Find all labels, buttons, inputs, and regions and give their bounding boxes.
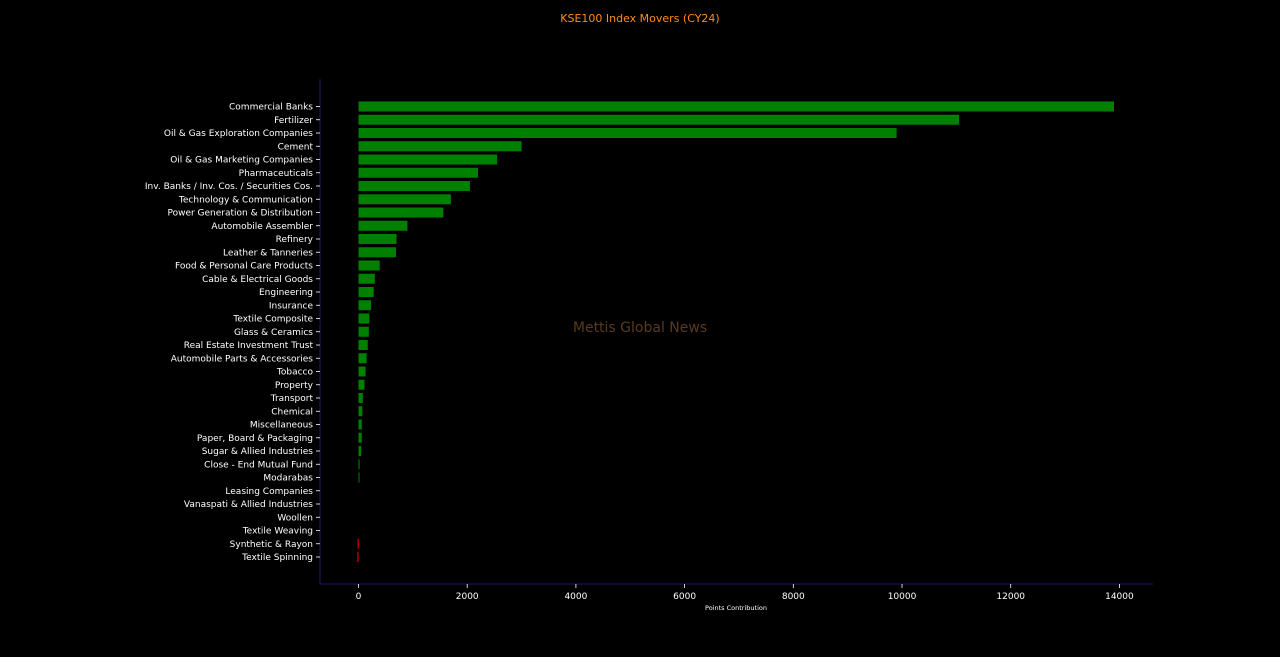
- category-label: Automobile Assembler: [211, 222, 313, 232]
- bar: [358, 101, 1114, 112]
- category-label: Leather & Tanneries: [223, 248, 313, 258]
- bar: [358, 247, 397, 258]
- category-label: Close - End Mutual Fund: [204, 460, 313, 470]
- category-label: Refinery: [276, 235, 314, 245]
- x-tick-label: 14000: [1105, 592, 1134, 602]
- bar: [357, 538, 359, 549]
- bar: [358, 340, 368, 350]
- bar: [358, 154, 498, 165]
- bar: [358, 207, 444, 218]
- category-label: Textile Spinning: [241, 553, 313, 563]
- bar: [358, 379, 365, 390]
- x-tick-label: 8000: [782, 592, 805, 602]
- category-label: Inv. Banks / Inv. Cos. / Securities Cos.: [145, 182, 313, 192]
- x-tick-label: 6000: [673, 592, 696, 602]
- category-label: Cable & Electrical Goods: [202, 275, 313, 285]
- bar: [358, 167, 479, 178]
- category-label: Leasing Companies: [225, 487, 313, 497]
- bar: [358, 220, 408, 231]
- category-label: Textile Composite: [232, 315, 313, 325]
- category-label: Power Generation & Distribution: [167, 209, 313, 219]
- category-label: Property: [275, 381, 314, 391]
- x-tick-label: 4000: [564, 592, 587, 602]
- category-label: Pharmaceuticals: [239, 169, 314, 179]
- bar: [358, 472, 360, 483]
- bar: [358, 300, 372, 311]
- x-tick-label: 10000: [888, 592, 917, 602]
- bar: [358, 114, 960, 125]
- category-labels: Commercial Banks Fertilizer Oil & Gas Expl…: [145, 103, 314, 564]
- bar: [358, 459, 360, 470]
- category-label: Fertilizer: [274, 116, 313, 126]
- category-label: Modarabas: [263, 474, 313, 484]
- bar: [358, 406, 363, 417]
- bar: [358, 353, 367, 364]
- category-label: Tobacco: [276, 368, 314, 378]
- category-label: Glass & Ceramics: [234, 328, 313, 338]
- bar: [358, 181, 470, 191]
- category-label: Textile Weaving: [242, 527, 313, 537]
- category-label: Woollen: [277, 513, 313, 523]
- bar: [358, 260, 380, 271]
- category-label: Oil & Gas Marketing Companies: [170, 156, 313, 166]
- category-label: Sugar & Allied Industries: [202, 447, 314, 457]
- category-label: Oil & Gas Exploration Companies: [164, 129, 313, 139]
- category-label: Engineering: [259, 288, 313, 298]
- bar: [358, 419, 362, 430]
- bar: [358, 393, 363, 403]
- chart-title: KSE100 Index Movers (CY24): [560, 12, 719, 25]
- bar: [358, 366, 366, 377]
- category-label: Cement: [278, 142, 314, 152]
- bar: [358, 194, 451, 205]
- bar: [358, 273, 375, 284]
- watermark: Mettis Global News: [573, 320, 707, 336]
- x-tick-label: 0: [356, 592, 362, 602]
- x-tick-label: 12000: [996, 592, 1025, 602]
- category-label: Commercial Banks: [229, 103, 313, 113]
- bar: [358, 446, 362, 456]
- bar: [358, 128, 897, 138]
- category-label: Real Estate Investment Trust: [184, 341, 314, 351]
- category-label: Chemical: [271, 407, 313, 417]
- category-label: Technology & Communication: [178, 195, 313, 205]
- category-label: Automobile Parts & Accessories: [171, 354, 314, 364]
- axes: 0 2000 4000 6000 8000 10000 12000 14000: [316, 79, 1153, 602]
- category-label: Vanaspati & Allied Industries: [184, 500, 313, 510]
- x-axis-title: Points Contribution: [705, 604, 767, 612]
- bar: [358, 141, 522, 152]
- category-label: Transport: [270, 394, 314, 404]
- bar: [358, 287, 374, 297]
- bar: [358, 432, 362, 443]
- category-label: Miscellaneous: [250, 421, 313, 431]
- bars-layer: [357, 101, 1114, 562]
- category-label: Insurance: [269, 301, 314, 311]
- bar: [357, 552, 359, 562]
- x-tick-label: 2000: [456, 592, 479, 602]
- category-label: Food & Personal Care Products: [175, 262, 313, 272]
- bar: [358, 326, 369, 337]
- category-label: Paper, Board & Packaging: [197, 434, 313, 444]
- bar: [358, 234, 397, 244]
- bar: [358, 313, 370, 324]
- category-label: Synthetic & Rayon: [230, 540, 313, 550]
